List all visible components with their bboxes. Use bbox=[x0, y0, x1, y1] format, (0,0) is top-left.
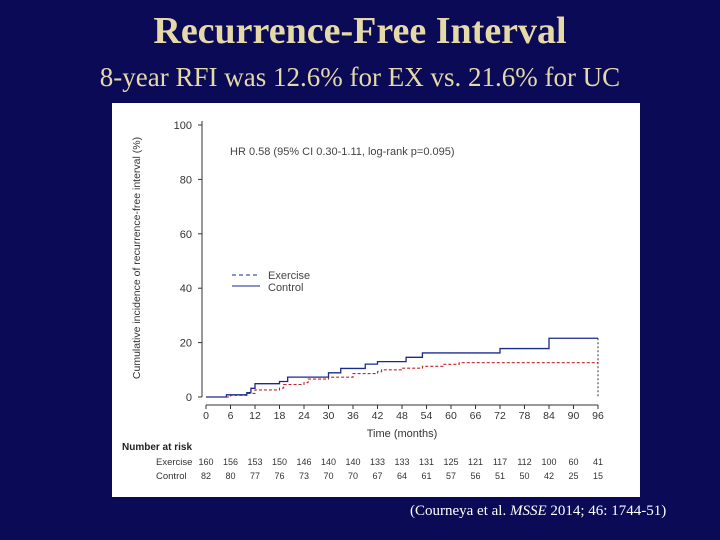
x-tick-label: 60 bbox=[445, 410, 457, 422]
x-tick-label: 6 bbox=[228, 410, 234, 422]
risk-value: 153 bbox=[247, 457, 262, 467]
x-axis-label: Time (months) bbox=[367, 428, 438, 440]
risk-value: 41 bbox=[593, 457, 603, 467]
x-tick-label: 54 bbox=[421, 410, 433, 422]
slide-title: Recurrence-Free Interval bbox=[153, 10, 567, 52]
slide-subtitle: 8-year RFI was 12.6% for EX vs. 21.6% fo… bbox=[99, 62, 621, 92]
risk-value: 82 bbox=[201, 471, 211, 481]
risk-value: 42 bbox=[544, 471, 554, 481]
x-tick-label: 48 bbox=[396, 410, 408, 422]
risk-value: 56 bbox=[470, 471, 480, 481]
x-tick-label: 78 bbox=[519, 410, 531, 422]
risk-value: 80 bbox=[225, 471, 235, 481]
x-tick-label: 36 bbox=[347, 410, 359, 422]
x-tick-label: 42 bbox=[372, 410, 384, 422]
risk-value: 70 bbox=[348, 471, 358, 481]
citation-suffix: 2014; 46: 1744-51) bbox=[546, 503, 667, 519]
hr-annotation: HR 0.58 (95% CI 0.30-1.11, log-rank p=0.… bbox=[230, 146, 455, 158]
y-tick-label: 60 bbox=[180, 229, 192, 241]
risk-value: 156 bbox=[223, 457, 238, 467]
risk-value: 25 bbox=[568, 471, 578, 481]
y-tick-label: 100 bbox=[174, 120, 192, 132]
risk-value: 70 bbox=[323, 471, 333, 481]
y-tick-label: 0 bbox=[186, 392, 192, 404]
risk-value: 133 bbox=[394, 457, 409, 467]
figure-panel: 0 20 40 60 80 100 0 6 12 18 24 30 36 42 48 54 60 66 72 78 8… bbox=[112, 103, 640, 497]
x-tick-label: 12 bbox=[249, 410, 261, 422]
risk-value: 150 bbox=[272, 457, 287, 467]
risk-value: 140 bbox=[345, 457, 360, 467]
risk-value: 15 bbox=[593, 471, 603, 481]
risk-value: 131 bbox=[419, 457, 434, 467]
x-tick-label: 30 bbox=[323, 410, 335, 422]
risk-value: 60 bbox=[568, 457, 578, 467]
x-tick-label: 24 bbox=[298, 410, 310, 422]
risk-value: 146 bbox=[296, 457, 311, 467]
risk-value: 160 bbox=[198, 457, 213, 467]
y-tick-label: 20 bbox=[180, 338, 192, 350]
legend-control-label: Control bbox=[268, 282, 303, 294]
risk-row-control-label: Control bbox=[156, 471, 187, 482]
risk-value: 67 bbox=[372, 471, 382, 481]
cumulative-incidence-chart: 0 20 40 60 80 100 0 6 12 18 24 30 36 42 48 54 60 66 72 78 8… bbox=[122, 120, 604, 482]
risk-value: 57 bbox=[446, 471, 456, 481]
risk-value: 133 bbox=[370, 457, 385, 467]
citation: (Courneya et al. MSSE 2014; 46: 1744-51) bbox=[410, 501, 666, 521]
legend-exercise-label: Exercise bbox=[268, 270, 310, 282]
risk-value: 64 bbox=[397, 471, 407, 481]
risk-value: 77 bbox=[250, 471, 260, 481]
citation-prefix: (Courneya et al. bbox=[410, 503, 510, 519]
legend: Exercise Control bbox=[232, 270, 310, 294]
risk-value: 50 bbox=[519, 471, 529, 481]
x-tick-label: 0 bbox=[203, 410, 209, 422]
risk-value: 140 bbox=[321, 457, 336, 467]
risk-table-header: Number at risk bbox=[122, 442, 192, 453]
risk-value: 73 bbox=[299, 471, 309, 481]
x-tick-label: 96 bbox=[592, 410, 604, 422]
risk-value: 100 bbox=[541, 457, 556, 467]
x-tick-label: 72 bbox=[494, 410, 506, 422]
risk-value: 121 bbox=[468, 457, 483, 467]
risk-value: 125 bbox=[443, 457, 458, 467]
risk-value: 76 bbox=[274, 471, 284, 481]
risk-row-exercise-label: Exercise bbox=[156, 457, 192, 468]
risk-value: 61 bbox=[421, 471, 431, 481]
risk-value: 112 bbox=[517, 457, 531, 467]
y-axis-label: Cumulative incidence of recurrence-free … bbox=[131, 137, 143, 379]
x-tick-label: 66 bbox=[470, 410, 482, 422]
x-tick-label: 18 bbox=[274, 410, 286, 422]
x-tick-label: 90 bbox=[568, 410, 580, 422]
y-tick-label: 80 bbox=[180, 174, 192, 186]
x-tick-label: 84 bbox=[543, 410, 555, 422]
y-tick-label: 40 bbox=[180, 283, 192, 295]
risk-value: 51 bbox=[495, 471, 505, 481]
series-line-exercise bbox=[206, 362, 598, 398]
risk-value: 117 bbox=[493, 457, 507, 467]
series-line-control bbox=[206, 337, 598, 398]
citation-journal: MSSE bbox=[509, 503, 547, 519]
